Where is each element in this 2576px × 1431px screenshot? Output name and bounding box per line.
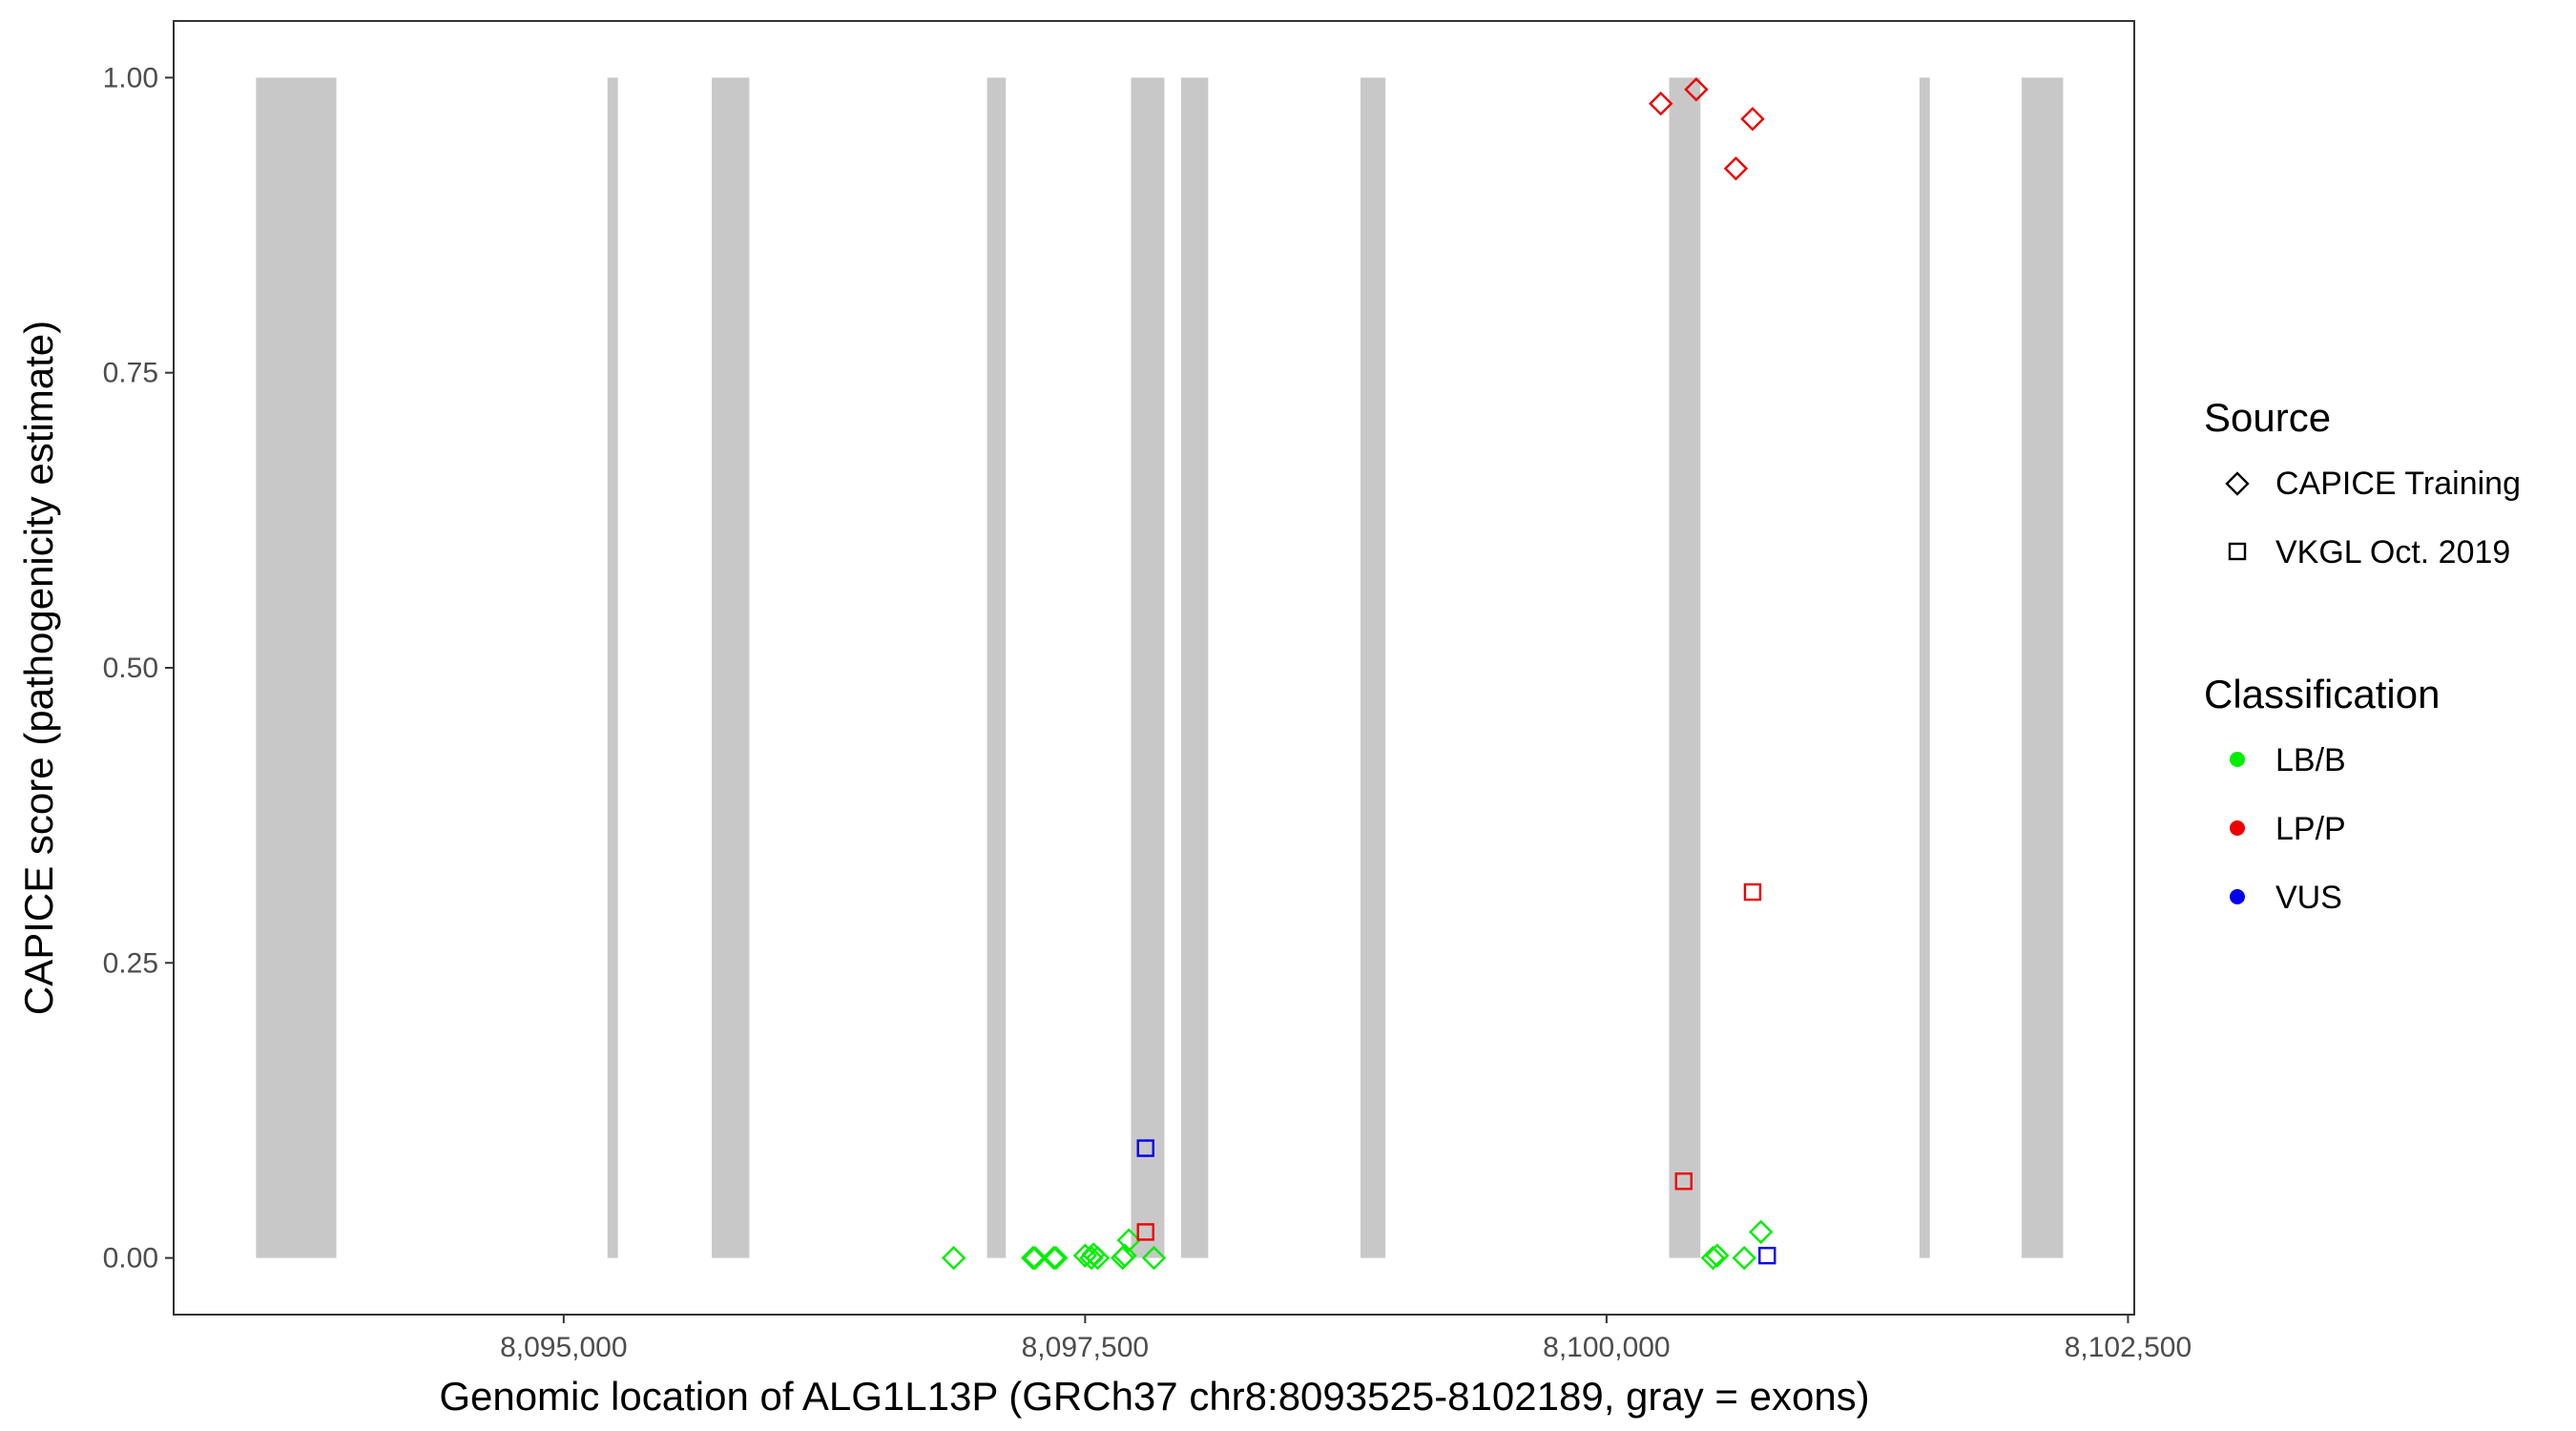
y-tick-label: 0.00 [103,1243,158,1275]
point-diamond [1723,156,1749,181]
point-diamond [1684,77,1709,102]
legend-square-key [2228,542,2247,561]
exon-bar [1131,77,1165,1258]
exon-bar [987,77,1007,1258]
legend-source-item-vkgl: VKGL Oct. 2019 [2275,534,2510,570]
legend-vus-key [2230,889,2245,904]
x-tick-label: 8,100,000 [1543,1332,1670,1363]
y-tick-label: 0.25 [103,947,158,979]
point-diamond [1705,1243,1730,1268]
exon-bar [2021,77,2064,1258]
exon-bar [1919,77,1930,1258]
point-diamond [1085,1245,1111,1271]
data-points [941,77,1776,1271]
point-square [1136,1223,1154,1241]
x-tick-label: 8,097,500 [1022,1332,1149,1363]
x-axis: 8,095,000 8,097,500 8,100,000 8,102,500 [500,1315,2192,1363]
point-square [1136,1139,1154,1157]
point-diamond [1700,1245,1726,1271]
exon-bar [607,77,618,1258]
y-tick-label: 1.00 [103,62,158,93]
point-diamond [1116,1228,1141,1253]
exon-bar [1360,77,1386,1258]
point-diamond [1141,1245,1167,1271]
point-diamond [1748,1219,1774,1245]
point-diamond [1021,1245,1046,1271]
legend-lpp-key [2230,820,2245,836]
point-diamond [1649,91,1673,116]
point-diamond [1023,1245,1048,1271]
exon-bars [256,77,2064,1258]
legend-class-title: Classification [2204,672,2440,716]
legend-lbb-key [2230,752,2245,767]
point-diamond [941,1245,966,1271]
y-tick-label: 0.50 [103,653,158,684]
point-diamond [1044,1245,1069,1271]
point-diamond [1041,1245,1067,1271]
exon-bar [712,77,750,1258]
legend-diamond-key [2225,471,2250,496]
point-square [1743,882,1762,902]
point-diamond [1732,1245,1756,1271]
x-axis-title: Genomic location of ALG1L13P (GRCh37 chr… [439,1374,1869,1419]
exon-bar [1669,77,1701,1258]
point-square [1674,1172,1693,1191]
legend-source-item-capice: CAPICE Training [2275,466,2521,502]
y-axis-title: CAPICE score (pathogenicity estimate) [16,321,61,1015]
point-square [1758,1246,1776,1265]
point-diamond [1112,1243,1137,1268]
x-tick-label: 8,095,000 [500,1332,627,1363]
exon-bar [256,77,337,1258]
legend-class-item-lbb: LB/B [2275,742,2346,778]
x-tick-label: 8,102,500 [2065,1332,2192,1363]
legend-class-item-lpp: LP/P [2275,811,2346,847]
exon-bar [1180,77,1209,1258]
y-tick-label: 0.75 [103,358,158,389]
point-diamond [1740,106,1765,132]
y-axis: 0.00 0.25 0.50 0.75 1.00 [103,62,174,1275]
legend: Source CAPICE Training VKGL Oct. 2019 Cl… [2204,395,2521,916]
legend-source-title: Source [2204,395,2331,440]
legend-class-item-vus: VUS [2275,880,2342,916]
